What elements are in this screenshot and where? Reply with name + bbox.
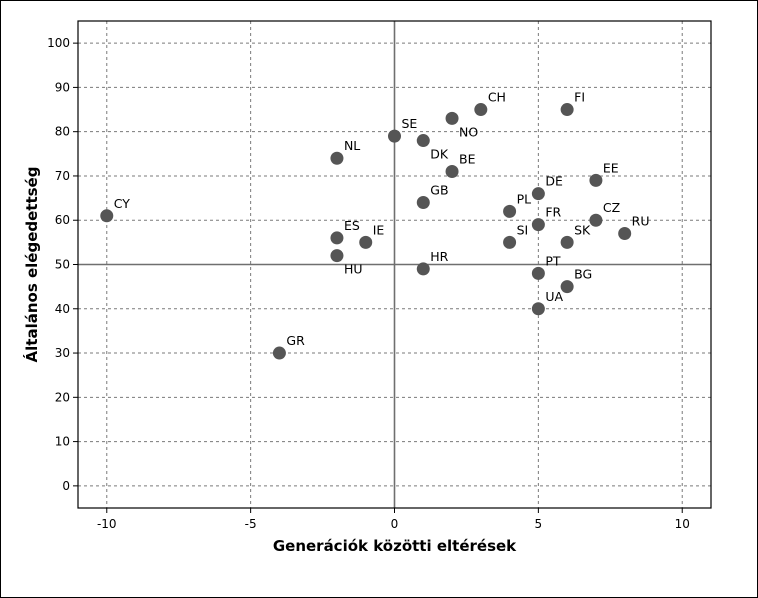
- point-dk: [416, 134, 430, 148]
- point-be: [445, 165, 459, 179]
- point-label-si: SI: [517, 222, 529, 237]
- x-tick-label: -5: [245, 517, 257, 531]
- point-ru: [618, 227, 632, 241]
- point-es: [330, 231, 344, 245]
- y-tick-label: 80: [55, 125, 70, 139]
- point-label-hu: HU: [344, 262, 363, 277]
- point-fr: [531, 218, 545, 232]
- y-tick-label: 70: [55, 169, 70, 183]
- y-axis-title: Általános elégedettség: [22, 167, 41, 363]
- point-pt: [531, 266, 545, 280]
- point-sk: [560, 235, 574, 249]
- point-hr: [416, 262, 430, 276]
- point-label-es: ES: [344, 218, 360, 233]
- point-label-fr: FR: [545, 205, 561, 220]
- y-tick-label: 40: [55, 302, 70, 316]
- x-tick-label: -10: [97, 517, 117, 531]
- point-ee: [589, 173, 603, 187]
- point-se: [388, 129, 401, 143]
- y-tick-label: 10: [55, 435, 70, 449]
- point-fi: [560, 103, 574, 117]
- point-de: [531, 187, 545, 201]
- point-layer: [100, 103, 632, 360]
- point-label-pl: PL: [517, 191, 532, 206]
- point-label-ru: RU: [632, 214, 650, 229]
- x-tick-label: 0: [391, 517, 399, 531]
- point-label-pt: PT: [545, 253, 561, 268]
- point-ua: [531, 302, 545, 316]
- point-label-gr: GR: [286, 333, 305, 348]
- point-label-ch: CH: [488, 90, 506, 105]
- point-nl: [330, 151, 344, 165]
- y-tick-label: 30: [55, 346, 70, 360]
- x-axis-title: Generációk közötti eltérések: [273, 537, 517, 555]
- y-tick-label: 50: [55, 258, 70, 272]
- y-tick-label: 0: [62, 479, 70, 493]
- point-label-fi: FI: [574, 90, 585, 105]
- point-label-ee: EE: [603, 160, 619, 175]
- point-pl: [503, 204, 517, 218]
- point-label-ua: UA: [545, 289, 563, 304]
- point-si: [503, 235, 517, 249]
- point-cy: [100, 209, 114, 223]
- point-label-hr: HR: [430, 249, 448, 264]
- point-cz: [589, 213, 603, 227]
- point-label-sk: SK: [574, 222, 591, 237]
- point-ie: [359, 235, 373, 249]
- point-label-cz: CZ: [603, 200, 620, 215]
- y-tick-label: 100: [47, 36, 70, 50]
- y-tick-label: 60: [55, 213, 70, 227]
- point-label-bg: BG: [574, 267, 592, 282]
- point-label-gb: GB: [430, 183, 448, 198]
- reference-lines: [78, 21, 711, 508]
- point-gb: [416, 196, 430, 210]
- point-no: [445, 111, 459, 125]
- y-tick-label: 90: [55, 80, 70, 94]
- point-label-cy: CY: [114, 196, 131, 211]
- point-label-ie: IE: [373, 222, 385, 237]
- point-label-se: SE: [402, 116, 418, 131]
- point-label-de: DE: [545, 174, 563, 189]
- x-tick-label: 5: [535, 517, 543, 531]
- x-tick-label: 10: [675, 517, 690, 531]
- point-label-no: NO: [459, 124, 478, 139]
- point-gr: [272, 346, 286, 360]
- point-label-dk: DK: [430, 147, 449, 162]
- y-tick-label: 20: [55, 390, 70, 404]
- point-label-be: BE: [459, 152, 476, 167]
- point-label-layer: CY GR NL ES HU IE SE DK GB HR NO BE CH PL SI DE FR PT UA FI…: [114, 90, 650, 348]
- point-ch: [474, 103, 488, 117]
- point-hu: [330, 249, 344, 263]
- point-label-nl: NL: [344, 138, 360, 153]
- point-bg: [560, 280, 574, 294]
